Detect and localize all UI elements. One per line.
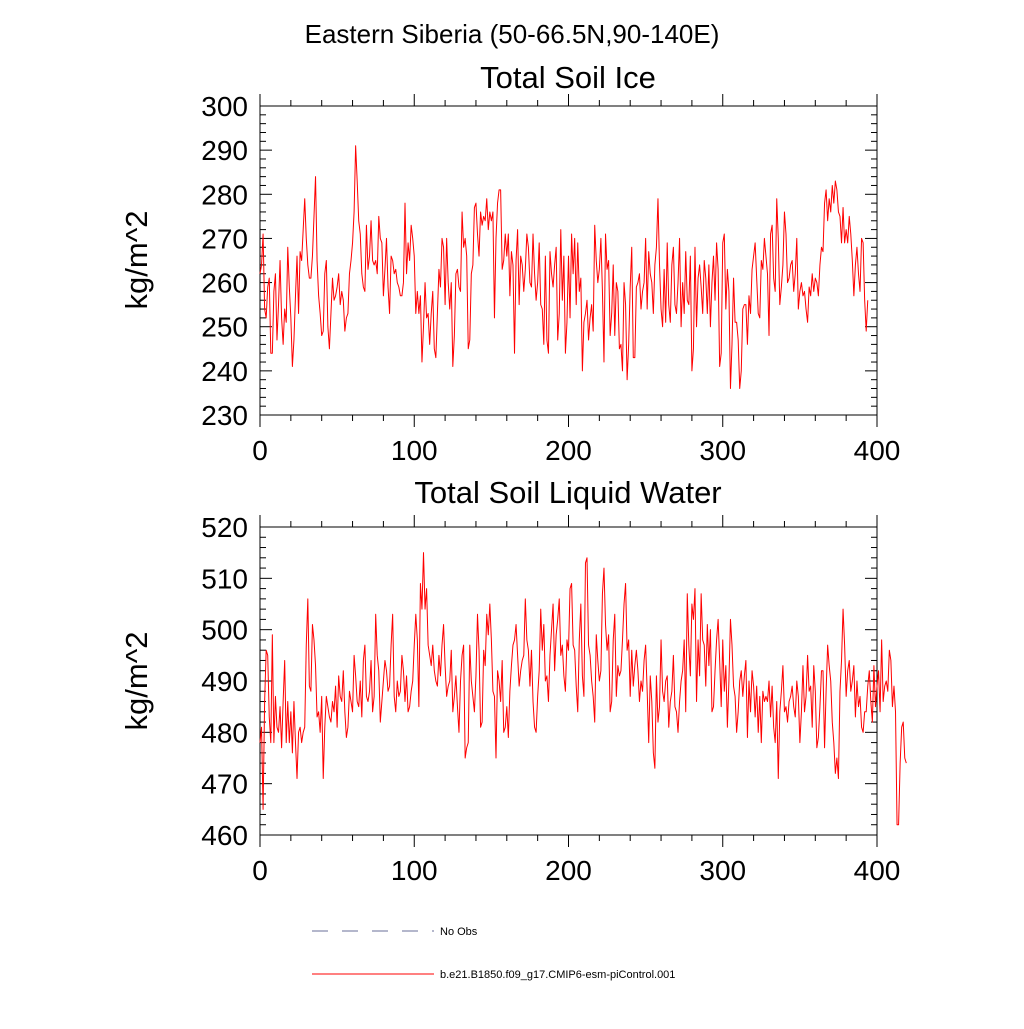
- y-tick-label: 280: [201, 179, 248, 210]
- series-line: [259, 145, 869, 390]
- y-tick-label: 240: [201, 356, 248, 387]
- x-tick-label: 200: [545, 435, 592, 466]
- x-tick-label: 400: [854, 435, 901, 466]
- y-axis-label: kg/m^2: [119, 632, 154, 731]
- y-tick-label: 290: [201, 135, 248, 166]
- legend-label-model: b.e21.B1850.f09_g17.CMIP6-esm-piControl.…: [440, 969, 675, 981]
- x-tick-label: 300: [699, 435, 746, 466]
- legend-label-no-obs: No Obs: [440, 926, 478, 938]
- x-tick-label: 100: [391, 855, 438, 886]
- panel-total-soil-liquid-water: Total Soil Liquid Water kg/m^2 0 100 200 30…: [119, 475, 907, 886]
- y-tick-label: 470: [201, 769, 248, 800]
- y-tick-label: 480: [201, 717, 248, 748]
- legend: No Obs b.e21.B1850.f09_g17.CMIP6-esm-piC…: [312, 926, 675, 981]
- y-axis-label: kg/m^2: [119, 211, 154, 310]
- y-tick-label: 270: [201, 223, 248, 254]
- x-tick-label: 300: [699, 855, 746, 886]
- y-tick-label: 260: [201, 268, 248, 299]
- x-tick-label: 100: [391, 435, 438, 466]
- y-tick-label: 520: [201, 512, 248, 543]
- y-tick-label: 230: [201, 400, 248, 431]
- x-tick-label: 400: [854, 855, 901, 886]
- x-tick-label: 200: [545, 855, 592, 886]
- chart-title: Total Soil Ice: [480, 60, 656, 95]
- y-tick-label: 510: [201, 563, 248, 594]
- y-tick-label: 460: [201, 820, 248, 851]
- series-line: [259, 552, 907, 826]
- plot-frame: [259, 526, 878, 836]
- y-tick-label: 250: [201, 312, 248, 343]
- panel-total-soil-ice: Total Soil Ice kg/m^2 0 100 200 300 400 230 24…: [119, 60, 900, 466]
- figure-suptitle: Eastern Siberia (50-66.5N,90-140E): [305, 19, 720, 49]
- chart-title: Total Soil Liquid Water: [414, 475, 721, 510]
- y-tick-label: 500: [201, 615, 248, 646]
- x-tick-label: 0: [252, 855, 268, 886]
- y-tick-label: 490: [201, 666, 248, 697]
- x-tick-label: 0: [252, 435, 268, 466]
- y-tick-label: 300: [201, 91, 248, 122]
